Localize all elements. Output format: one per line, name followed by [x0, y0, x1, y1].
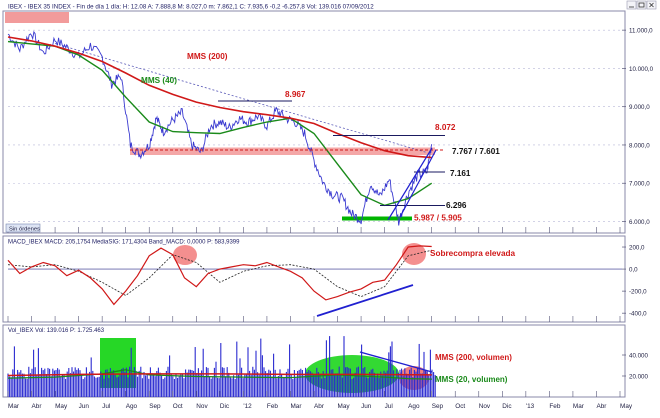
minimize-button[interactable] [626, 0, 637, 10]
macd-y-axis: 200,0 0,0 -200,0 -400,0 [622, 245, 647, 318]
volume-y-tick-label: 40.000 [629, 353, 648, 360]
close-icon [649, 2, 654, 8]
price-y-tick-label: 6.000,0 [629, 219, 650, 226]
volume-y-tick-label: 20.000 [629, 374, 648, 381]
macd-overbought-circle-1 [173, 245, 197, 265]
macd-y-tick-label: -400,0 [629, 311, 647, 318]
time-x-axis: Mar Abr May Jun Jul Ago Sep Oct Nov Dic '12 Feb Mar A… [7, 227, 633, 410]
label-6296: 6.296 [446, 201, 467, 210]
support-band [342, 216, 412, 221]
x-tick-label: Dic [220, 403, 230, 410]
price-grid [8, 29, 622, 222]
label-mms200: MMS (200) [187, 52, 228, 61]
label-5987: 5.987 / 5.905 [414, 214, 462, 223]
volume-mms200-line [7, 373, 432, 377]
trend-line-price-1 [387, 147, 433, 221]
label-7767: 7.767 / 7.601 [452, 147, 500, 156]
x-tick-label: Dic [502, 403, 512, 410]
x-tick-label: Abr [596, 403, 607, 410]
price-y-tick-label: 11.000,0 [629, 28, 653, 35]
dotted-average-line [54, 43, 428, 154]
price-y-tick-label: 8.000,0 [629, 142, 650, 149]
x-tick-label: Ago [126, 403, 138, 410]
x-tick-label: Feb [267, 403, 278, 410]
volume-lines [7, 369, 432, 380]
x-tick-label: May [620, 403, 633, 410]
volume-y-axis: 40.000 20.000 [622, 353, 648, 381]
price-y-tick-label: 10.000,0 [629, 66, 654, 73]
label-volume-mms20: MMS (20, volumen) [435, 375, 508, 384]
macd-y-tick-label: 200,0 [629, 245, 645, 252]
x-tick-label: Feb [549, 403, 560, 410]
label-mms40: MMS (40) [141, 76, 177, 85]
top-red-highlight [5, 12, 69, 23]
macd-panel [2, 235, 626, 323]
macd-y-tick-label: -200,0 [629, 289, 647, 296]
label-8967: 8.967 [285, 90, 306, 99]
x-tick-label: Mar [290, 403, 302, 410]
macd-overbought-circle-2 [402, 243, 426, 265]
x-tick-label: Mar [573, 403, 585, 410]
macd-header: MACD_IBEX MACD: 205,1754 MediaSIG: 171,4… [8, 240, 240, 246]
label-7161: 7.161 [450, 169, 471, 178]
x-tick-label: Sep [149, 403, 161, 410]
price-header: IBEX - IBEX 35 INDEX - Fin de día 1 día:… [8, 4, 374, 11]
x-tick-label: Oct [455, 403, 465, 410]
x-tick-label: Abr [314, 403, 325, 410]
mms200-line [7, 36, 432, 159]
price-y-axis: 11.000,0 10.000,0 9.000,0 8.000,0 7.000,0 6.0… [622, 28, 654, 226]
macd-y-tick-label: 0,0 [629, 267, 638, 274]
x-tick-label: Oct [173, 403, 183, 410]
volume-trend-line [359, 351, 433, 373]
volume-header: Vol_IBEX Vol: 139.016 P: 1.725.463 [8, 328, 105, 334]
x-tick-label: Jul [385, 403, 393, 410]
mms40-line [7, 40, 433, 207]
x-tick-label: Nov [479, 403, 491, 410]
price-panel [2, 10, 626, 234]
x-tick-label: Sep [432, 403, 444, 410]
macd-line [7, 245, 432, 306]
x-tick-label: Jul [102, 403, 110, 410]
x-tick-label: Jun [361, 403, 372, 410]
x-tick-label: '13 [526, 403, 535, 410]
label-8072: 8.072 [435, 123, 456, 132]
macd-lines [7, 245, 622, 306]
maximize-icon [638, 2, 645, 8]
x-tick-label: Ago [408, 403, 420, 410]
x-tick-label: Mar [8, 403, 20, 410]
volume-bars [7, 336, 436, 397]
x-tick-label: Jun [79, 403, 90, 410]
no-orders-label: Sin órdenes [9, 227, 40, 233]
price-y-tick-label: 7.000,0 [629, 181, 650, 188]
no-orders-button[interactable] [5, 223, 41, 233]
trend-line-price-2 [399, 149, 437, 218]
x-tick-label: May [338, 403, 351, 410]
macd-trend-line [316, 284, 414, 317]
price-y-tick-label: 9.000,0 [629, 104, 650, 111]
x-tick-label: '12 [243, 403, 252, 410]
label-overbought: Sobrecompra elevada [430, 249, 516, 258]
macd-signal-line [7, 249, 432, 298]
resistance-band [130, 147, 435, 155]
maximize-button[interactable] [636, 0, 647, 10]
x-tick-label: Abr [32, 403, 43, 410]
price-lines [7, 30, 433, 226]
label-volume-mms200: MMS (200, volumen) [435, 353, 512, 362]
x-tick-label: Nov [196, 403, 208, 410]
x-tick-label: May [55, 403, 68, 410]
